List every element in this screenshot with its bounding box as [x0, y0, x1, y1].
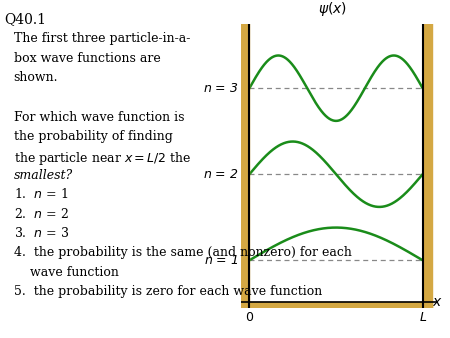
Text: $n$ = 3: $n$ = 3 [202, 82, 238, 95]
Text: 4.  the probability is the same (and nonzero) for each: 4. the probability is the same (and nonz… [14, 246, 351, 259]
Text: $\psi(x)$: $\psi(x)$ [318, 0, 347, 18]
Text: 5.  the probability is zero for each wave function: 5. the probability is zero for each wave… [14, 285, 322, 298]
Text: box wave functions are: box wave functions are [14, 52, 160, 65]
Text: 0: 0 [245, 311, 253, 324]
Text: the probability of finding: the probability of finding [14, 130, 172, 143]
Bar [240, 301, 432, 320]
Text: wave function: wave function [14, 266, 118, 279]
Text: shown.: shown. [14, 71, 58, 84]
Text: 1.  $n$ = 1: 1. $n$ = 1 [14, 187, 68, 201]
Text: The first three particle-in-a-: The first three particle-in-a- [14, 32, 190, 45]
Bar [240, 15, 249, 320]
Text: Q40.1: Q40.1 [4, 12, 46, 26]
Text: 3.  $n$ = 3: 3. $n$ = 3 [14, 226, 69, 240]
Text: $n$ = 1: $n$ = 1 [204, 254, 238, 267]
Bar [423, 15, 432, 320]
Text: smallest?: smallest? [14, 169, 73, 182]
Text: For which wave function is: For which wave function is [14, 111, 184, 123]
Text: $x$: $x$ [432, 294, 443, 309]
Text: 2.  $n$ = 2: 2. $n$ = 2 [14, 207, 68, 221]
Text: $L$: $L$ [418, 311, 427, 324]
Text: the particle near $x = L/2$ the: the particle near $x = L/2$ the [14, 150, 191, 167]
Text: $n$ = 2: $n$ = 2 [202, 168, 238, 181]
